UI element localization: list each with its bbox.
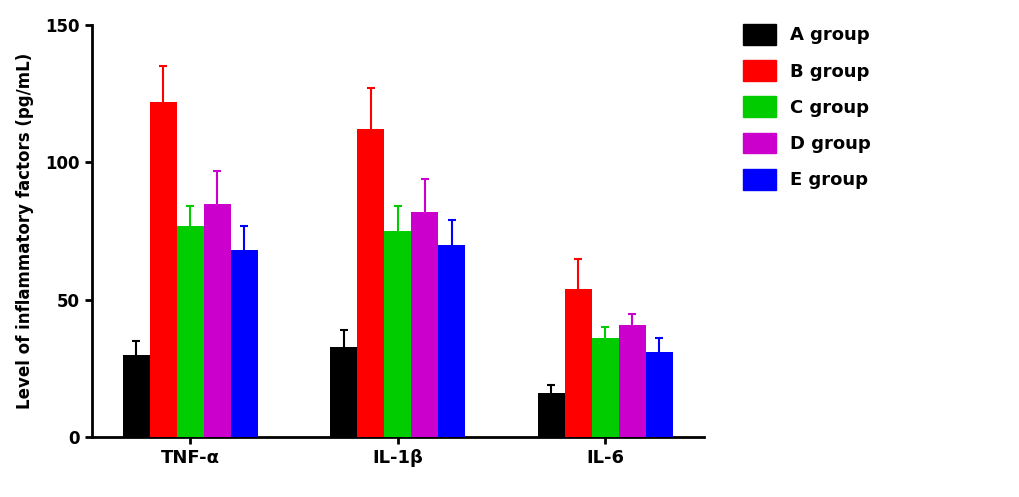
Bar [619, 325, 645, 437]
Bar [384, 231, 411, 437]
Bar [123, 355, 150, 437]
Bar [357, 129, 384, 437]
Y-axis label: Level of inflammatory factors (pg/mL): Level of inflammatory factors (pg/mL) [16, 53, 35, 409]
Bar [150, 102, 176, 437]
Bar [411, 212, 438, 437]
Bar [230, 250, 258, 437]
Bar [645, 352, 672, 437]
Bar [537, 393, 565, 437]
Bar [204, 204, 230, 437]
Legend: A group, B group, C group, D group, E group: A group, B group, C group, D group, E gr… [743, 24, 870, 189]
Bar [438, 245, 465, 437]
Bar [176, 226, 204, 437]
Bar [565, 289, 591, 437]
Bar [591, 338, 619, 437]
Bar [330, 346, 357, 437]
